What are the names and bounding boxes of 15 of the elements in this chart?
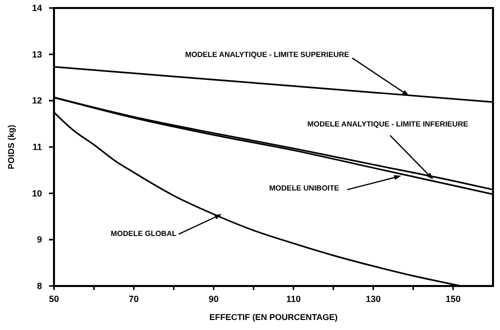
y-tick-label: 13 xyxy=(32,49,42,60)
x-tick-label: 90 xyxy=(208,294,219,304)
x-tick-label: 70 xyxy=(128,294,139,304)
y-tick-label: 8 xyxy=(36,281,42,291)
y-tick-label: 10 xyxy=(32,188,42,198)
x-tick-label: 110 xyxy=(286,294,301,304)
y-tick-label: 11 xyxy=(32,142,42,152)
x-axis-title: EFFECTIF (EN POURCENTAGE) xyxy=(209,312,338,322)
x-tick-label: 150 xyxy=(446,294,461,304)
y-tick-label: 12 xyxy=(32,96,42,106)
y-tick-label: 14 xyxy=(32,3,42,13)
x-tick-label: 130 xyxy=(366,294,381,304)
y-axis-title: POIDS (kg) xyxy=(6,124,16,170)
y-tick-label: 9 xyxy=(36,234,42,245)
x-tick-label: 50 xyxy=(48,294,60,304)
